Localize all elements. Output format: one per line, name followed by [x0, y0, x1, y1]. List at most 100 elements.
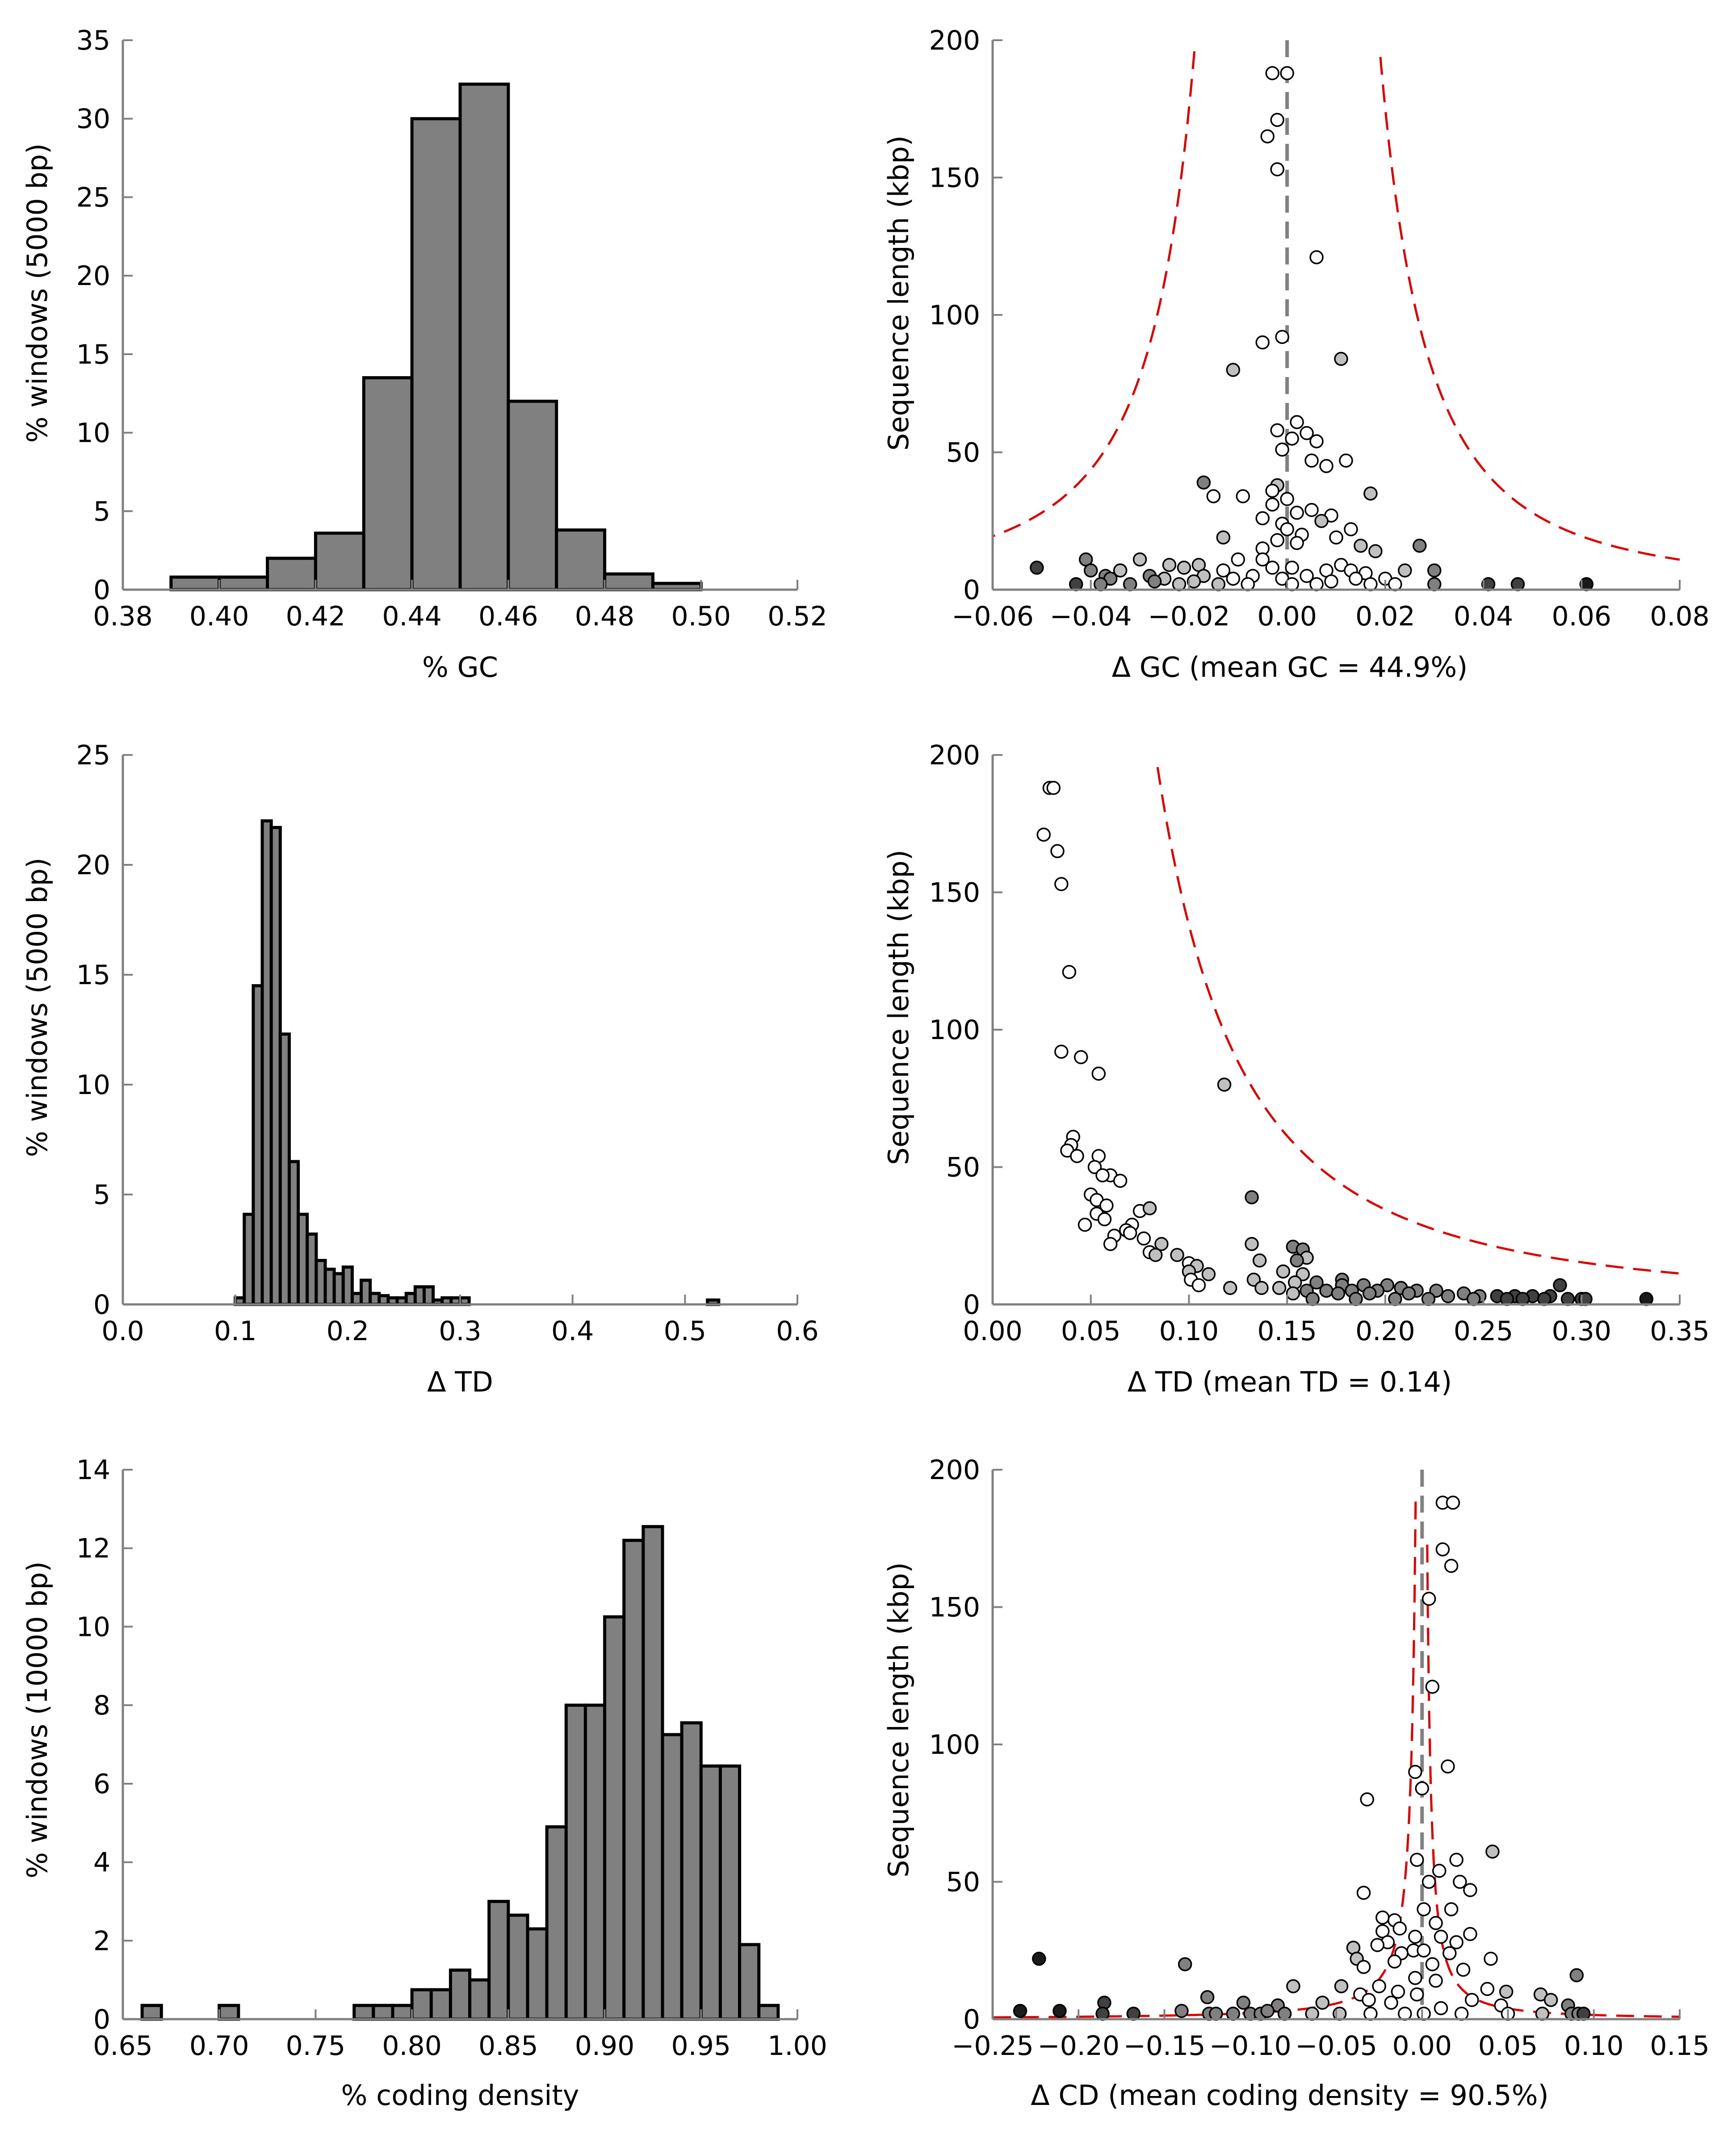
coding-density-histogram-y-tick-label: 12: [76, 1533, 110, 1564]
gc-scatter-point: [1319, 459, 1333, 473]
coding-density-scatter-point: [1435, 1542, 1450, 1557]
gc-scatter-marks: [992, 40, 1680, 591]
td-scatter-x-tick-label: 0.05: [1061, 1316, 1121, 1347]
td-scatter-point: [1099, 1198, 1114, 1213]
coding-density-histogram-bar: [583, 1703, 607, 2021]
coding-density-scatter-point: [1360, 1792, 1374, 1807]
td-histogram-ylabel: % windows (5000 bp): [21, 858, 54, 1157]
gc-scatter-point: [1368, 544, 1383, 558]
td-scatter-point: [1245, 1237, 1259, 1251]
gc-scatter-x-tick-label: 0.08: [1650, 601, 1710, 632]
coding-density-scatter-y-tick-label: 50: [946, 1867, 980, 1898]
gc-scatter-point: [1270, 533, 1284, 548]
coding-density-histogram-bar: [642, 1525, 664, 2021]
td-histogram-x-tick-label: 0.2: [327, 1316, 369, 1347]
gc-scatter-point: [1265, 561, 1279, 575]
gc-histogram-bar: [266, 557, 317, 591]
coding-density-scatter-point: [1463, 1927, 1477, 1941]
gc-histogram-x-tick-label: 0.50: [671, 601, 731, 632]
coding-density-scatter-point: [1441, 1759, 1455, 1773]
gc-scatter-point: [1329, 530, 1343, 545]
gc-scatter-point: [1349, 571, 1363, 586]
gc-histogram-bar: [362, 376, 414, 591]
coding-density-scatter-point: [1408, 1971, 1422, 1985]
td-scatter-point: [1123, 1226, 1137, 1240]
gc-scatter-point: [1354, 538, 1368, 553]
td-scatter-point: [1170, 1248, 1184, 1262]
td-scatter-point: [1062, 965, 1077, 979]
td-scatter-ylabel: Sequence length (kbp): [882, 850, 915, 1165]
gc-scatter-point: [1113, 563, 1128, 578]
coding-density-scatter-envelope-line: [993, 1501, 1417, 2019]
gc-histogram-x-tick-label: 0.48: [575, 601, 635, 632]
gc-histogram-bar: [169, 575, 221, 591]
coding-density-scatter-point: [1442, 1946, 1457, 1961]
gc-scatter-point: [1265, 483, 1279, 498]
coding-density-scatter-point: [1260, 2004, 1275, 2018]
td-histogram-y-tick-label: 10: [76, 1069, 110, 1101]
coding-density-scatter-point: [1409, 1987, 1424, 2002]
gc-histogram-y-tick-label: 20: [76, 260, 110, 292]
gc-scatter-point: [1196, 475, 1211, 490]
gc-histogram-bar: [458, 82, 510, 591]
coding-density-scatter-point: [1425, 1957, 1440, 1971]
coding-density-histogram-bar: [449, 1968, 472, 2021]
gc-scatter-point: [1226, 571, 1241, 586]
gc-scatter-point: [1265, 66, 1279, 80]
gc-scatter-point: [1280, 492, 1294, 506]
td-scatter-point: [1362, 1286, 1377, 1301]
td-scatter-point: [1078, 1217, 1092, 1232]
td-histogram-y-tick-label: 0: [93, 1289, 110, 1321]
td-scatter-xlabel: Δ TD (mean TD = 0.14): [1128, 1366, 1452, 1398]
gc-histogram-y-tick-label: 5: [93, 496, 110, 527]
coding-density-scatter-point: [1174, 2004, 1189, 2018]
gc-histogram-bar: [410, 117, 462, 591]
coding-density-histogram-bar: [487, 1899, 510, 2021]
td-histogram-panel: Δ TD % windows (5000 bp) 0.0 0.1 0.2 0.3 0.4…: [21, 740, 819, 1398]
gc-scatter-point: [1280, 66, 1294, 80]
gc-scatter-point: [1162, 558, 1177, 572]
gc-scatter-point: [1147, 574, 1162, 589]
td-histogram-x-tick-label: 0.3: [439, 1316, 481, 1347]
coding-density-histogram-x-tick-label: 0.95: [671, 2030, 731, 2062]
coding-density-histogram-bar: [738, 1943, 761, 2021]
coding-density-histogram-bar: [564, 1703, 587, 2021]
gc-scatter-point: [1083, 563, 1098, 578]
gc-scatter-point: [1226, 363, 1241, 377]
coding-density-histogram-bar: [507, 1913, 529, 2021]
td-histogram-x-tick-label: 0.1: [214, 1316, 256, 1347]
coding-density-histogram-bar: [429, 1988, 452, 2021]
td-scatter-point: [1113, 1174, 1128, 1188]
coding-density-scatter-point: [1417, 1943, 1431, 1958]
coding-density-scatter-point: [1417, 1902, 1431, 1916]
coding-density-scatter-point: [1444, 1902, 1459, 1916]
coding-density-scatter-point: [1543, 1993, 1558, 2007]
td-histogram-x-tick-label: 0.0: [101, 1316, 144, 1347]
coding-density-scatter-x-tick-label: −0.15: [1124, 2030, 1206, 2062]
coding-density-scatter-point: [1356, 1960, 1371, 1974]
coding-density-histogram-bar: [718, 1764, 742, 2021]
coding-density-scatter-point: [1434, 1929, 1448, 1944]
gc-scatter-y-tick-label: 150: [929, 163, 980, 194]
td-scatter-marks: [1036, 767, 1680, 1306]
coding-density-scatter-x-tick-label: 0.15: [1650, 2030, 1710, 2062]
coding-density-scatter-point: [1456, 1962, 1471, 1977]
coding-density-scatter-point: [1384, 1995, 1398, 2010]
gc-scatter-point: [1260, 129, 1275, 143]
td-scatter-y-tick-label: 100: [929, 1015, 980, 1046]
td-scatter-point: [1073, 1050, 1088, 1065]
td-scatter-point: [1223, 1281, 1237, 1295]
td-scatter-point: [1286, 1286, 1300, 1301]
coding-density-scatter-point: [1391, 1984, 1405, 1999]
td-scatter-y-tick-label: 200: [929, 740, 980, 771]
coding-density-scatter-point: [1484, 1951, 1498, 1966]
coding-density-histogram-bar: [603, 1615, 626, 2021]
coding-density-scatter-x-tick-label: 0.00: [1392, 2030, 1452, 2062]
td-scatter-y-tick-label: 50: [946, 1152, 980, 1183]
td-scatter-point: [1103, 1237, 1118, 1251]
coding-density-scatter-point: [1375, 1910, 1390, 1925]
gc-histogram-y-tick-label: 10: [76, 418, 110, 449]
td-scatter-point: [1245, 1190, 1259, 1204]
td-histogram-y-tick-label: 20: [76, 850, 110, 881]
